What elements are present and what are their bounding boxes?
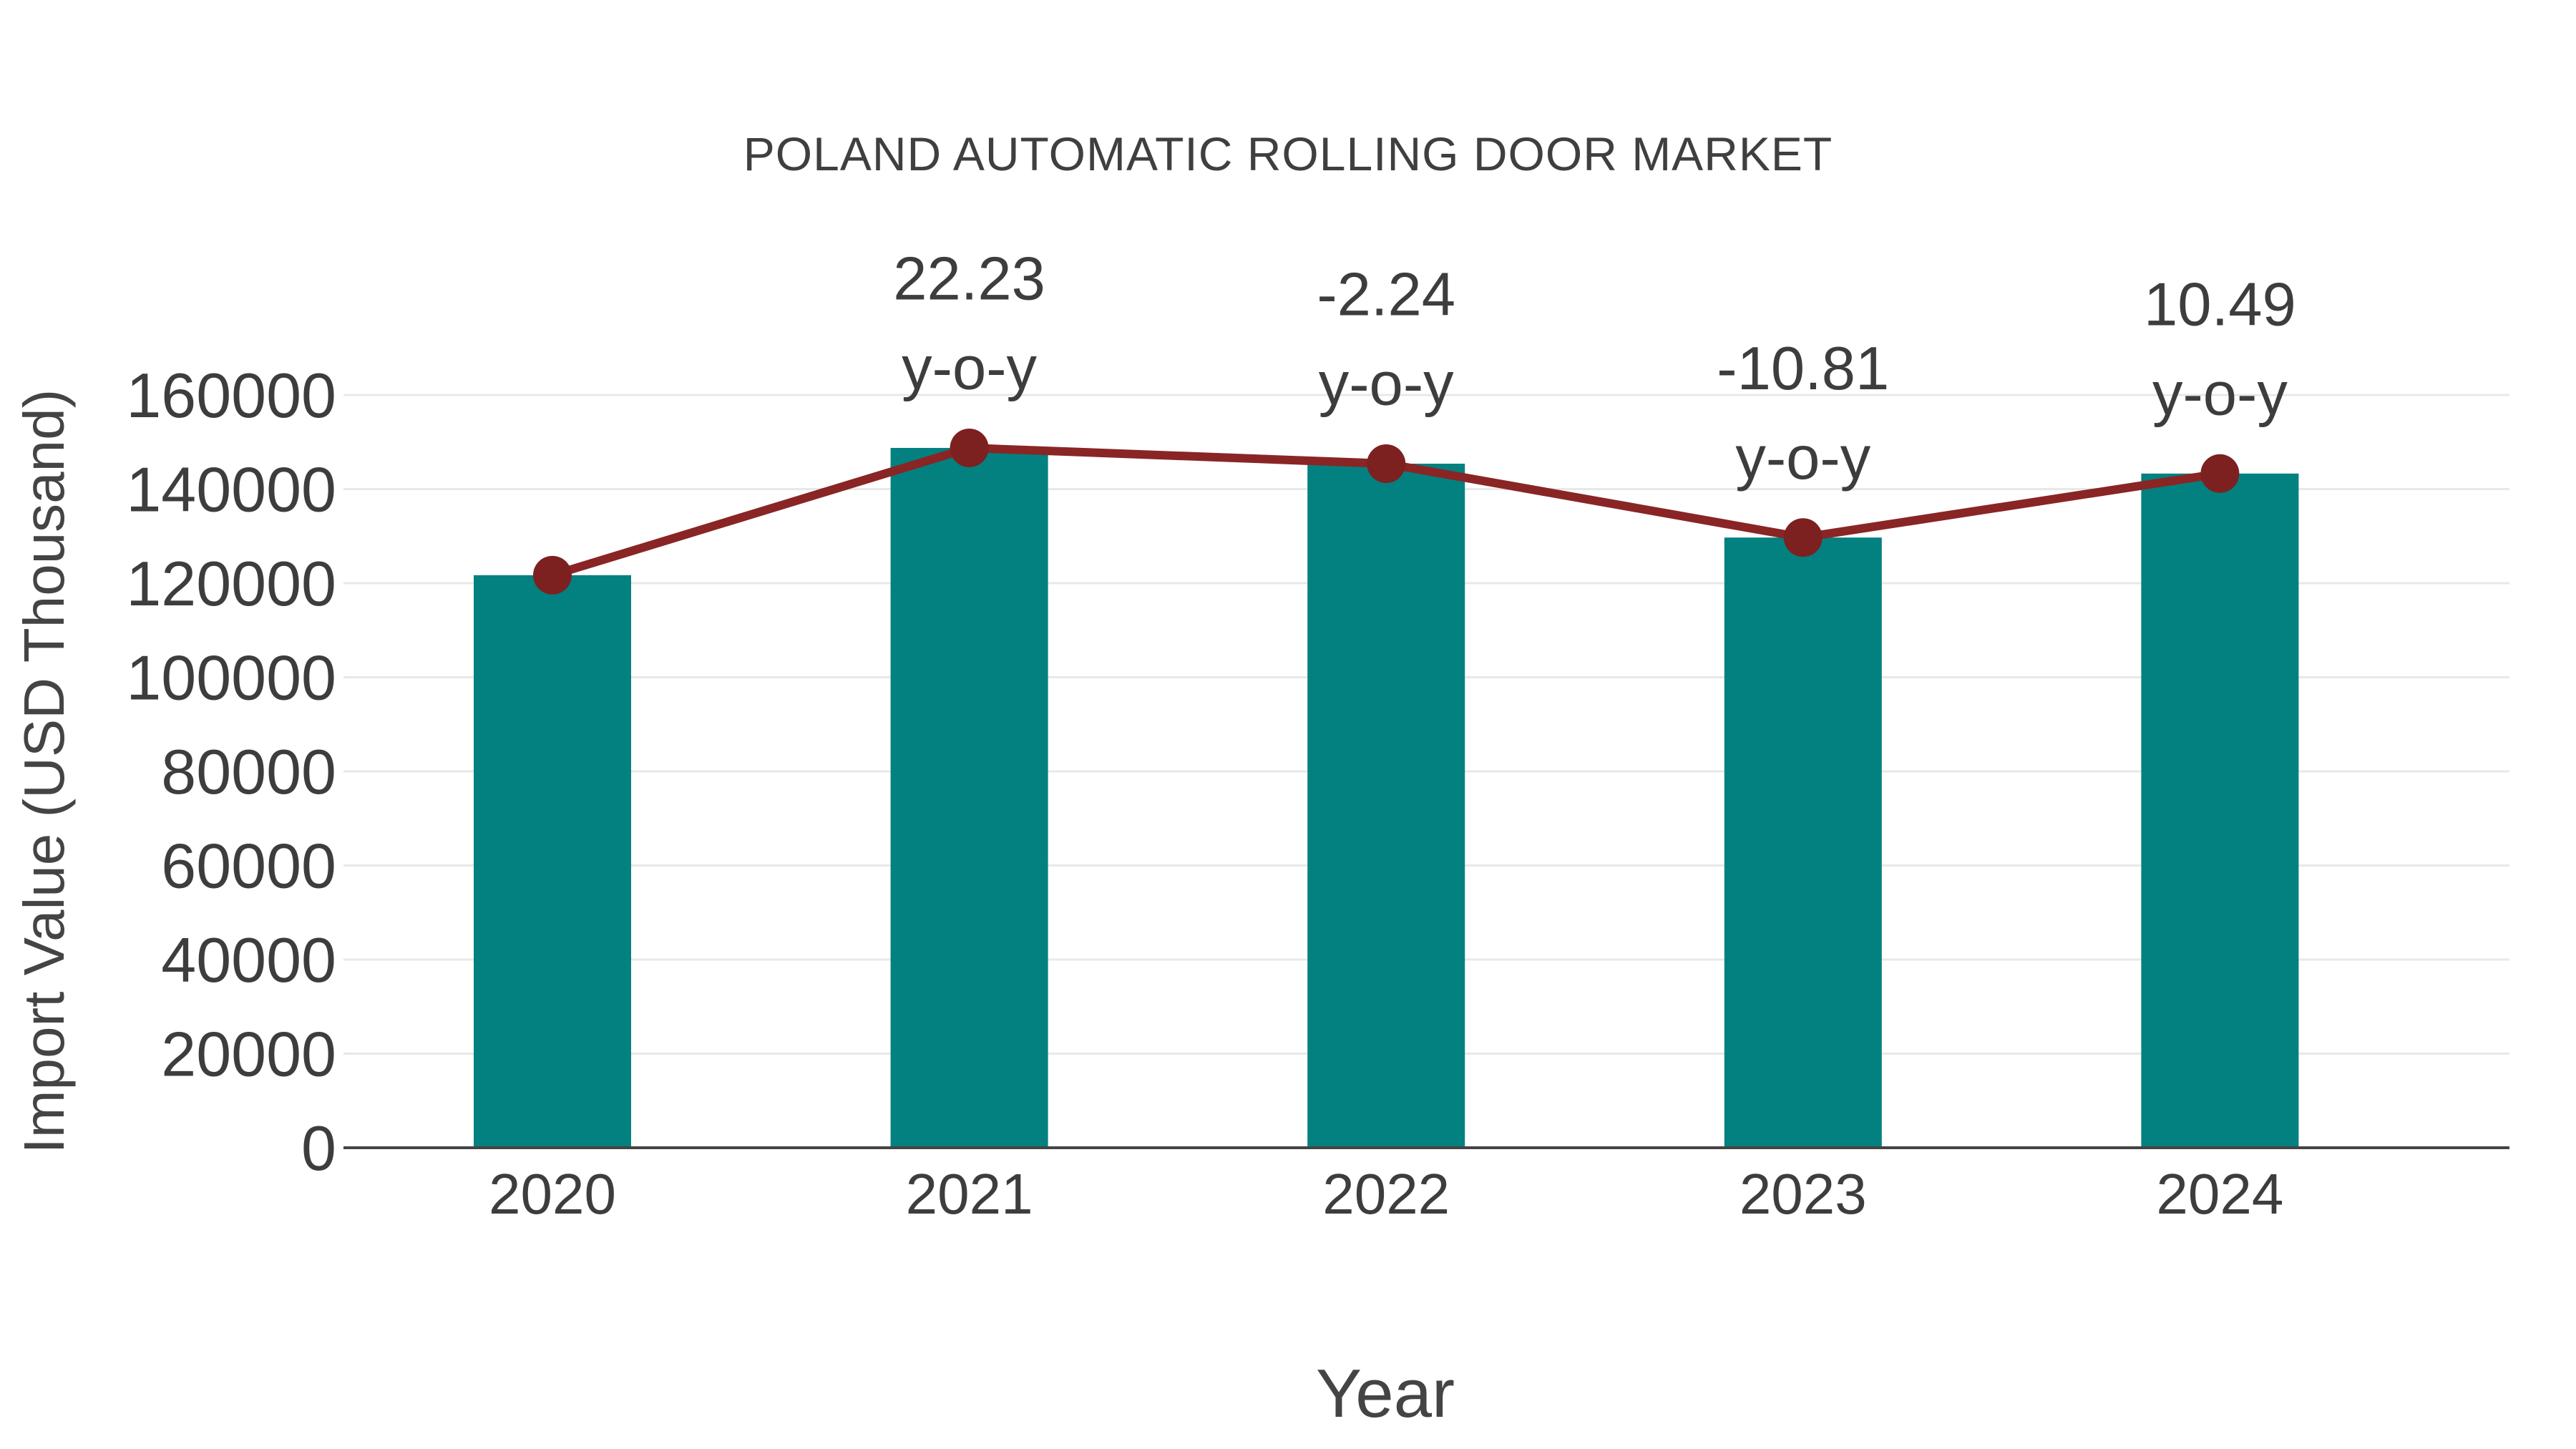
y-tick-label-160000: 160000 [126,360,336,431]
x-axis-title: Year [1316,1355,1455,1432]
trend-marker-2024 [2200,454,2240,493]
y-tick-label-120000: 120000 [126,548,336,619]
annotation-yoy-2022: y-o-y [1319,351,1454,419]
x-tick-label-2021: 2021 [906,1162,1033,1226]
bar-2021 [890,447,1048,1148]
annotation-yoy-2024: y-o-y [2152,361,2288,429]
y-tick-label-0: 0 [301,1113,336,1184]
trend-marker-2020 [533,555,572,595]
trend-marker-2023 [1783,518,1823,557]
annotation-value-2021: 22.23 [893,245,1045,313]
x-tick-label-2024: 2024 [2156,1162,2283,1226]
annotation-value-2023: -10.81 [1717,335,1889,403]
x-tick-label-2022: 2022 [1322,1162,1450,1226]
trend-marker-2021 [950,428,989,467]
annotation-yoy-2023: y-o-y [1735,424,1870,492]
bar-2022 [1307,463,1465,1148]
y-tick-label-40000: 40000 [161,924,336,995]
y-tick-label-140000: 140000 [126,454,336,525]
bar-2023 [1724,537,1882,1148]
trend-marker-2022 [1367,444,1406,483]
y-tick-label-80000: 80000 [161,736,336,807]
bar-2024 [2141,473,2299,1148]
x-tick-label-2023: 2023 [1740,1162,1867,1226]
y-tick-label-100000: 100000 [126,642,336,713]
bar-2020 [474,575,631,1148]
y-axis-title: Import Value (USD Thousand) [12,389,76,1154]
y-tick-label-60000: 60000 [161,830,336,901]
annotation-value-2024: 10.49 [2144,271,2296,339]
x-tick-label-2020: 2020 [489,1162,616,1226]
annotation-value-2022: -2.24 [1317,261,1455,329]
chart-title: POLAND AUTOMATIC ROLLING DOOR MARKET [743,127,1833,180]
y-tick-label-20000: 20000 [161,1018,336,1089]
annotation-yoy-2021: y-o-y [902,335,1037,403]
